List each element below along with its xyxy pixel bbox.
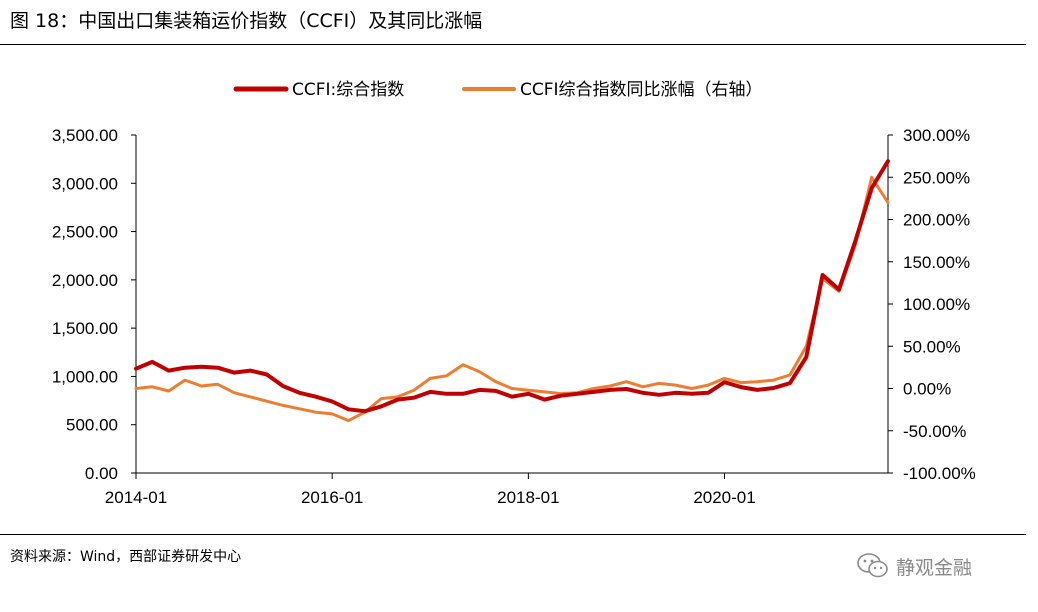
right-tick-label: 250.00% bbox=[903, 168, 970, 187]
figure-title: 图 18：中国出口集装箱运价指数（CCFI）及其同比涨幅 bbox=[10, 10, 483, 32]
title-rule bbox=[0, 44, 1026, 45]
right-tick-label: 50.00% bbox=[903, 337, 961, 356]
left-tick-label: 1,500.00 bbox=[52, 319, 118, 338]
series-lines bbox=[134, 159, 890, 423]
right-tick-label: 200.00% bbox=[903, 211, 970, 230]
left-tick-label: 500.00 bbox=[66, 416, 118, 435]
source-note: 资料来源：Wind，西部证券研发中心 bbox=[10, 549, 242, 565]
right-tick-label: 0.00% bbox=[903, 380, 951, 399]
left-tick-label: 3,500.00 bbox=[52, 126, 118, 145]
ccfi-index-line bbox=[134, 159, 890, 414]
right-tick-label: -100.00% bbox=[903, 464, 976, 483]
watermark: 静观金融 bbox=[856, 552, 972, 580]
right-tick-label: 300.00% bbox=[903, 126, 970, 145]
legend-yoy-label: CCFI综合指数同比涨幅（右轴） bbox=[520, 80, 763, 100]
ccfi-yoy-line bbox=[134, 175, 890, 423]
right-tick-label: 100.00% bbox=[903, 295, 970, 314]
x-tick-label: 2020-01 bbox=[693, 488, 755, 507]
left-tick-label: 1,000.00 bbox=[52, 367, 118, 386]
source-rule bbox=[0, 534, 1026, 535]
legend: CCFI:综合指数 CCFI综合指数同比涨幅（右轴） bbox=[233, 80, 763, 100]
x-tick-label: 2014-01 bbox=[105, 488, 167, 507]
left-tick-label: 2,000.00 bbox=[52, 271, 118, 290]
x-tick-label: 2018-01 bbox=[497, 488, 559, 507]
right-tick-label: -50.00% bbox=[903, 422, 966, 441]
left-tick-label: 2,500.00 bbox=[52, 223, 118, 242]
left-tick-label: 0.00 bbox=[85, 464, 118, 483]
wechat-icon bbox=[857, 553, 888, 578]
axes: 0.00 500.00 1,000.00 1,500.00 2,000.00 2,500.… bbox=[52, 126, 976, 507]
x-tick-label: 2016-01 bbox=[301, 488, 363, 507]
left-tick-label: 3,000.00 bbox=[52, 174, 118, 193]
watermark-text: 静观金融 bbox=[896, 556, 973, 579]
right-tick-label: 150.00% bbox=[903, 253, 970, 272]
legend-index-label: CCFI:综合指数 bbox=[292, 80, 404, 100]
